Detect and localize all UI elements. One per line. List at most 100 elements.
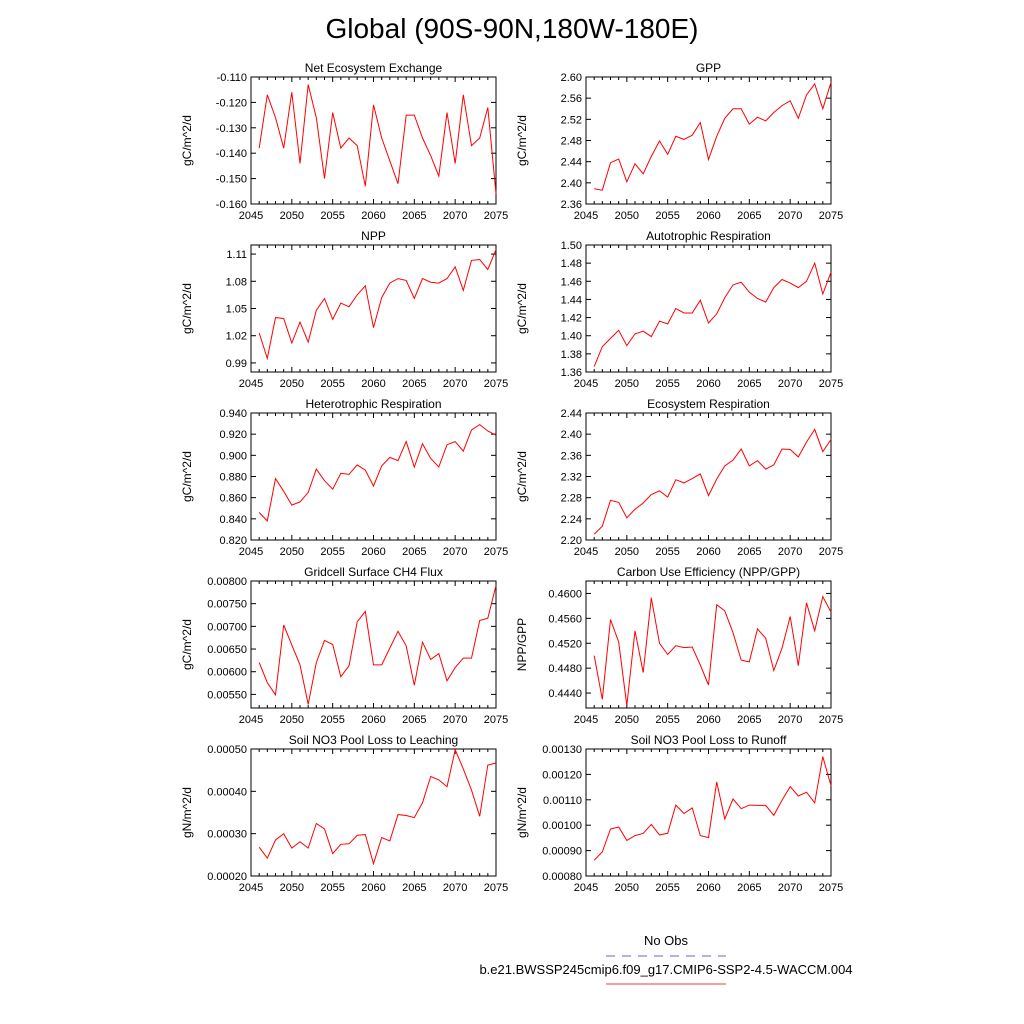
chart-panel: GPP 2045 2050 2055 2060 2065 2070 2075 2.36 2.40 2…	[515, 61, 843, 222]
y-tick-label: 2.36	[561, 450, 582, 462]
x-tick-label: 2070	[778, 210, 802, 222]
y-tick-label: 0.00100	[542, 820, 582, 832]
series-line	[258, 249, 497, 361]
panel-title: Autotrophic Respiration	[646, 229, 771, 243]
y-tick-label: 0.00800	[207, 576, 247, 588]
x-tick-label: 2075	[484, 714, 508, 726]
x-tick-label: 2070	[778, 546, 802, 558]
series-line	[258, 585, 497, 705]
y-axis-label: gC/m^2/d	[180, 451, 194, 502]
y-tick-label: 1.02	[226, 331, 247, 343]
y-tick-label: 0.820	[219, 535, 247, 547]
y-tick-label: 0.4600	[548, 588, 582, 600]
y-axis-label: gN/m^2/d	[180, 787, 194, 838]
x-tick-label: 2065	[737, 714, 761, 726]
y-tick-label: 0.940	[219, 408, 247, 420]
y-tick-label: 0.4560	[548, 613, 582, 625]
y-axis-label: gC/m^2/d	[515, 283, 529, 334]
y-tick-label: 1.46	[561, 276, 582, 288]
x-tick-label: 2060	[696, 882, 720, 894]
x-tick-label: 2075	[484, 210, 508, 222]
y-tick-label: 2.52	[561, 114, 582, 126]
y-tick-label: 2.24	[561, 514, 582, 526]
x-tick-label: 2075	[819, 546, 843, 558]
x-tick-label: 2055	[320, 714, 344, 726]
series-line	[258, 84, 497, 194]
panels-container: Net Ecosystem Exchange 2045 2050 2055 2060 20…	[180, 61, 843, 894]
panel-title: Net Ecosystem Exchange	[305, 61, 443, 75]
y-axis-label: gC/m^2/d	[180, 283, 194, 334]
x-tick-label: 2075	[484, 882, 508, 894]
y-tick-label: -0.110	[217, 72, 247, 84]
y-tick-label: 1.11	[226, 249, 247, 261]
x-tick-label: 2070	[443, 714, 467, 726]
plot-frame	[585, 412, 832, 541]
plot-frame	[250, 748, 497, 877]
chart-panel: Ecosystem Respiration 2045 2050 2055 2060 206…	[515, 397, 843, 558]
y-tick-label: 0.00030	[207, 829, 247, 841]
y-tick-label: 1.38	[561, 349, 582, 361]
x-tick-label: 2070	[443, 882, 467, 894]
x-tick-label: 2055	[320, 546, 344, 558]
y-tick-label: 0.4440	[548, 688, 582, 700]
x-tick-label: 2065	[737, 210, 761, 222]
y-tick-label: -0.150	[216, 174, 247, 186]
x-tick-label: 2070	[443, 546, 467, 558]
y-tick-label: 0.00050	[207, 744, 247, 756]
panel-title: Ecosystem Respiration	[647, 397, 770, 411]
y-tick-label: 2.44	[561, 157, 582, 169]
x-tick-label: 2050	[615, 882, 639, 894]
y-tick-label: 0.00090	[542, 846, 582, 858]
x-tick-label: 2045	[239, 210, 263, 222]
panel-title: NPP	[361, 229, 386, 243]
y-tick-label: -0.120	[216, 97, 247, 109]
series-line	[593, 756, 832, 861]
y-tick-label: 0.00080	[542, 871, 582, 883]
plot-frame	[250, 412, 497, 541]
y-tick-label: 0.00120	[542, 769, 582, 781]
y-tick-label: -0.140	[216, 148, 247, 160]
chart-panel: Heterotrophic Respiration 2045 2050 2055 206…	[180, 397, 508, 558]
y-tick-label: 0.840	[219, 514, 247, 526]
y-tick-label: 0.00750	[207, 599, 247, 611]
y-tick-label: 1.42	[561, 313, 582, 325]
x-tick-label: 2045	[574, 210, 598, 222]
x-tick-label: 2050	[280, 714, 304, 726]
y-tick-label: 0.00040	[207, 786, 247, 798]
x-tick-label: 2070	[778, 378, 802, 390]
y-tick-label: 0.860	[219, 493, 247, 505]
x-tick-label: 2075	[819, 882, 843, 894]
x-tick-label: 2065	[737, 378, 761, 390]
x-tick-label: 2060	[696, 210, 720, 222]
x-tick-label: 2065	[737, 882, 761, 894]
x-tick-label: 2060	[696, 378, 720, 390]
y-tick-label: 0.00550	[207, 689, 247, 701]
panel-title: Gridcell Surface CH4 Flux	[304, 565, 443, 579]
x-tick-label: 2065	[402, 546, 426, 558]
x-tick-label: 2045	[239, 546, 263, 558]
x-tick-label: 2055	[655, 714, 679, 726]
y-tick-label: 2.28	[561, 493, 582, 505]
plot-frame	[585, 244, 832, 373]
x-tick-label: 2050	[615, 546, 639, 558]
y-axis-label: gN/m^2/d	[515, 787, 529, 838]
y-tick-label: 2.48	[561, 136, 582, 148]
x-tick-label: 2060	[361, 714, 385, 726]
x-tick-label: 2065	[402, 378, 426, 390]
chart-panel: Net Ecosystem Exchange 2045 2050 2055 2060 20…	[180, 61, 508, 222]
x-tick-label: 2050	[615, 714, 639, 726]
x-tick-label: 2075	[819, 210, 843, 222]
y-tick-label: 2.40	[561, 429, 582, 441]
y-tick-label: 0.900	[219, 450, 247, 462]
x-tick-label: 2060	[361, 378, 385, 390]
y-tick-label: 1.36	[561, 367, 582, 379]
plot-frame	[585, 748, 832, 877]
y-tick-label: 1.48	[561, 258, 582, 270]
y-tick-label: 2.56	[561, 93, 582, 105]
plot-frame	[585, 76, 832, 205]
legend: No Obs b.e21.BWSSP245cmip6.f09_g17.CMIP6…	[479, 933, 853, 985]
x-tick-label: 2045	[574, 546, 598, 558]
y-tick-label: 1.05	[226, 304, 247, 316]
plot-frame	[250, 580, 497, 709]
x-tick-label: 2060	[696, 714, 720, 726]
